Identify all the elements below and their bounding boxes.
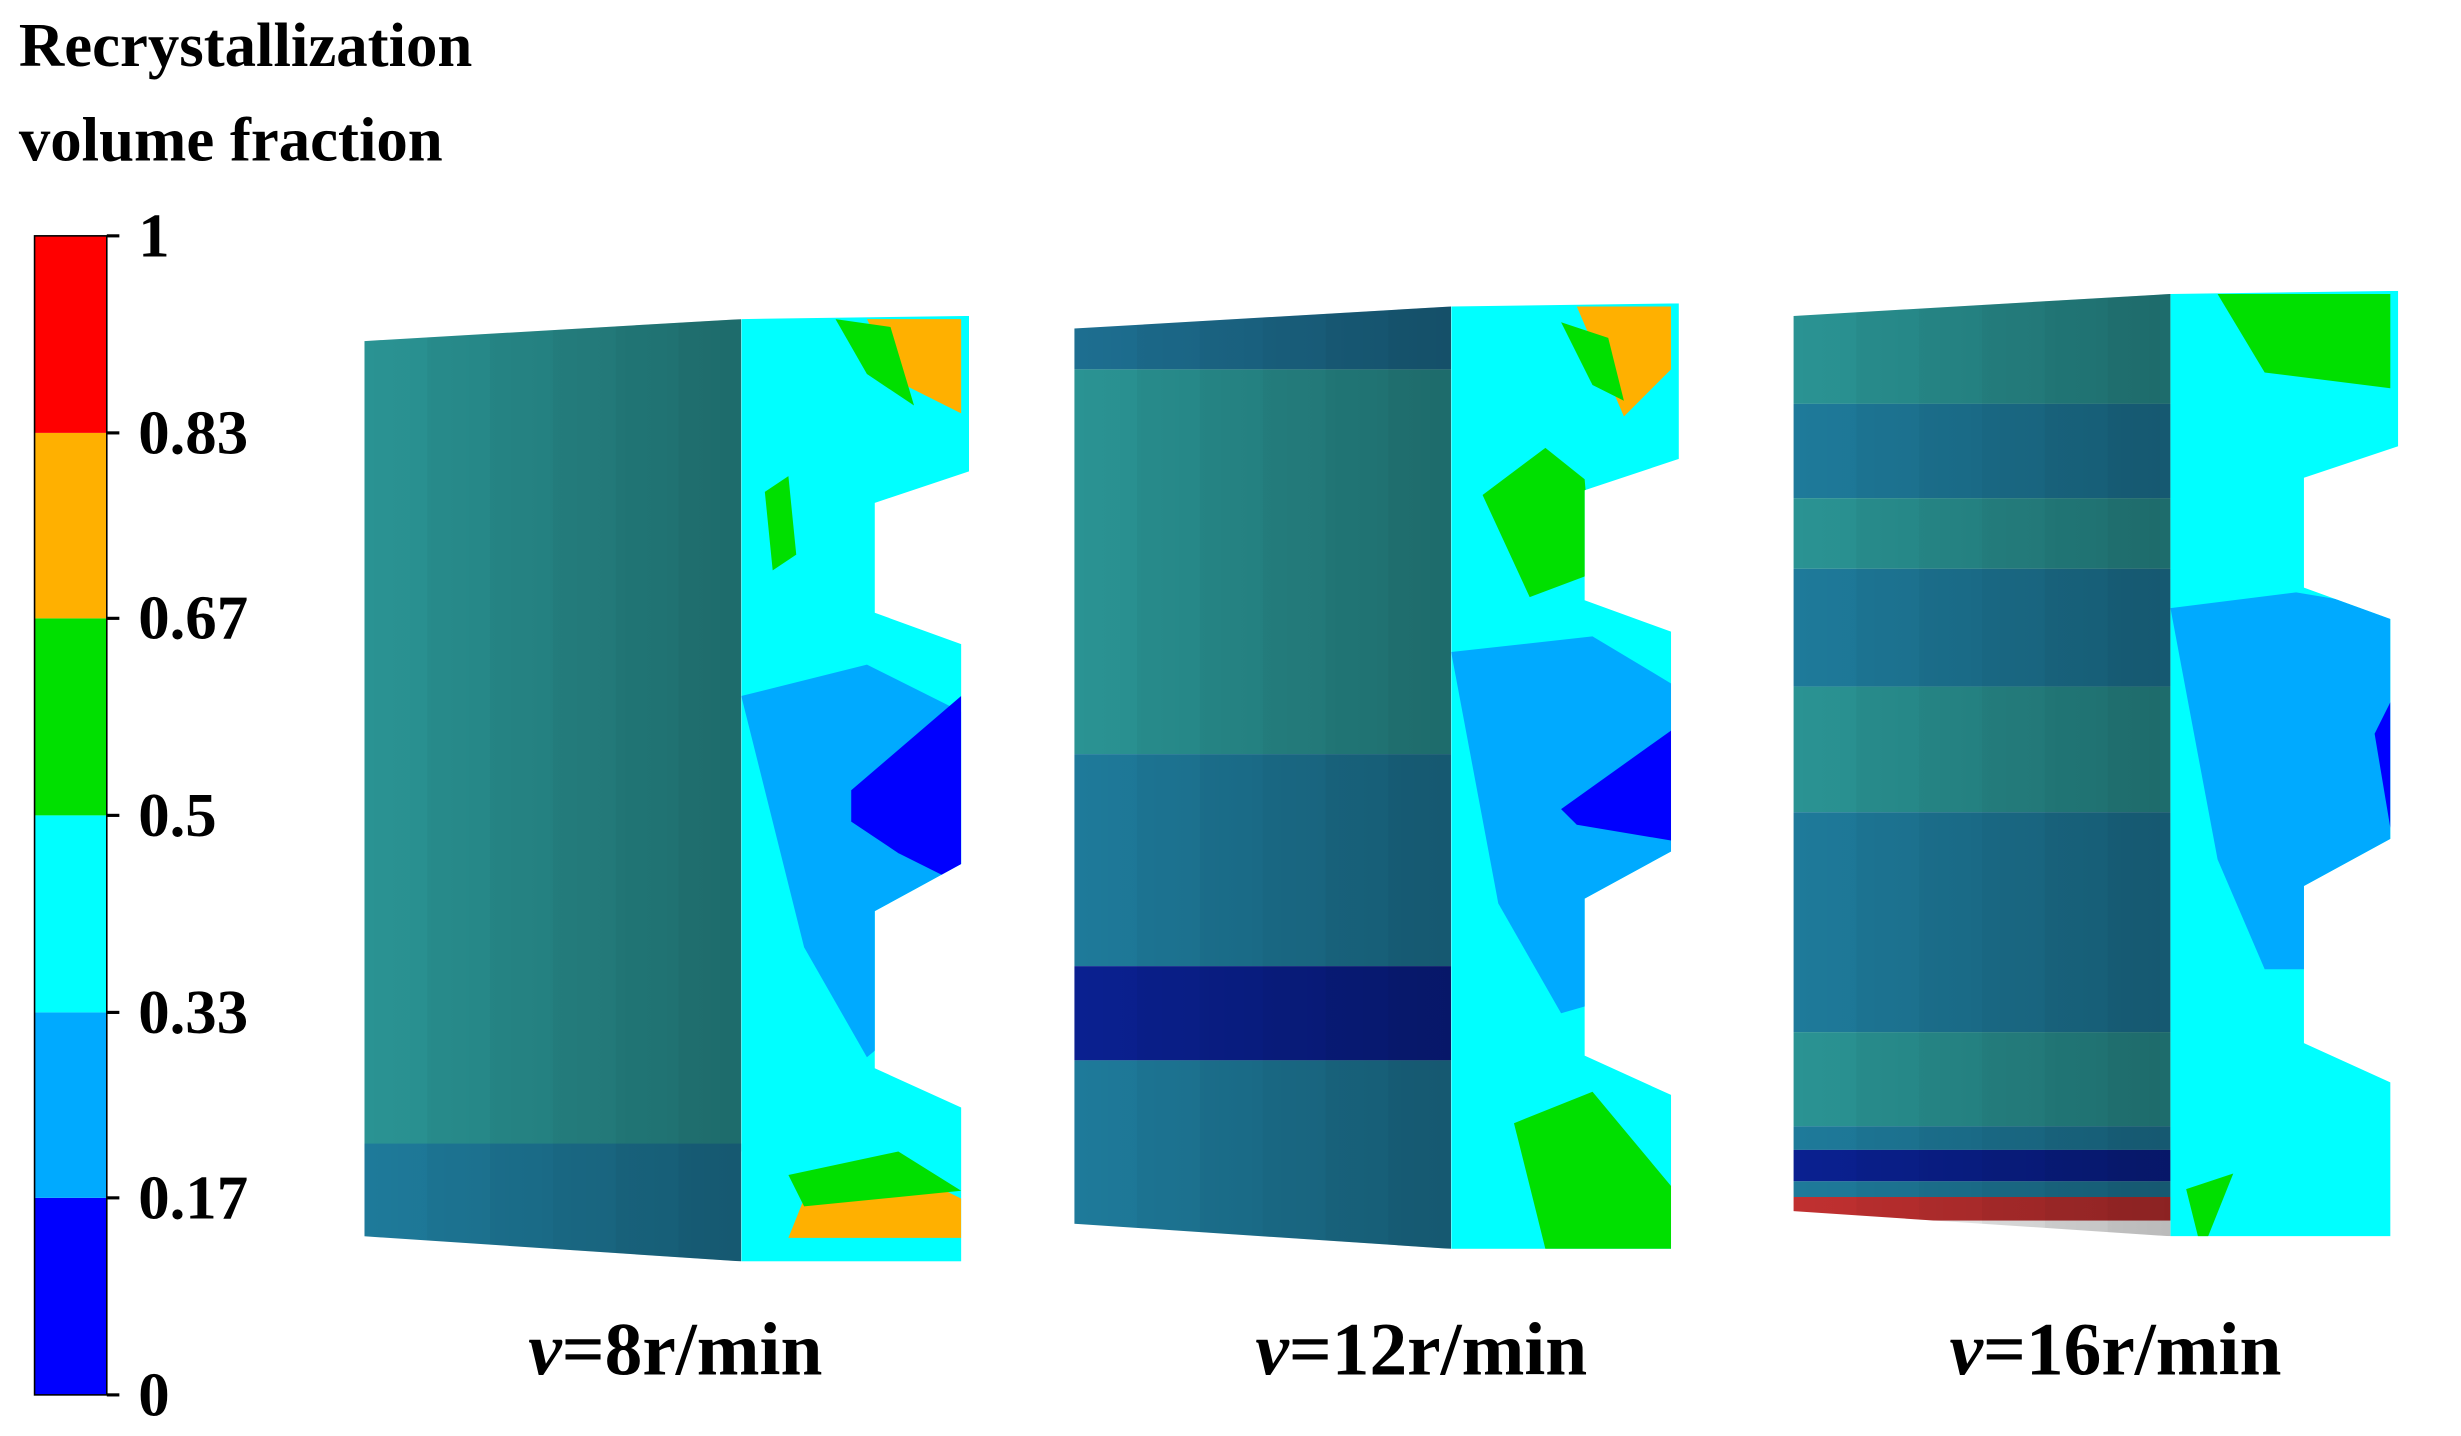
patch bbox=[1561, 322, 1624, 401]
left-face bbox=[1793, 293, 2171, 1237]
colorbar-tick-label: 0.83 bbox=[138, 397, 248, 467]
colorbar-tick-label: 0 bbox=[138, 1359, 169, 1429]
colorbar-tick-label: 0.67 bbox=[138, 583, 248, 653]
left-face bbox=[364, 319, 742, 1262]
patch bbox=[1482, 447, 1593, 598]
patch bbox=[764, 476, 797, 571]
right-face bbox=[2170, 290, 2399, 1237]
panel-label: v=12r/min bbox=[1255, 1308, 1587, 1391]
panel-label: v=16r/min bbox=[1950, 1308, 2282, 1391]
colorbar-segment bbox=[34, 235, 107, 433]
right-face bbox=[1451, 303, 1679, 1249]
panel-text: =16r/min bbox=[1983, 1308, 2281, 1391]
colorbar-segment bbox=[34, 1197, 107, 1395]
left-face bbox=[1074, 306, 1452, 1249]
patch bbox=[788, 1151, 962, 1207]
colorbar-segment bbox=[34, 815, 107, 1013]
panel bbox=[1074, 303, 1679, 1249]
patch bbox=[1576, 306, 1672, 417]
patch bbox=[2186, 1173, 2234, 1237]
colorbar-tick-label: 0.5 bbox=[138, 780, 217, 850]
patch bbox=[1513, 1091, 1672, 1249]
legend-title: volume fraction bbox=[19, 104, 443, 174]
shade bbox=[1074, 306, 1452, 1249]
colorbar-segment bbox=[34, 1012, 107, 1198]
colorbar-tick-label: 0.17 bbox=[138, 1162, 248, 1232]
colorbar-segment bbox=[34, 432, 107, 619]
colorbar-tick-label: 1 bbox=[138, 200, 169, 270]
patch bbox=[1561, 730, 1672, 841]
panel-text: =8r/min bbox=[562, 1308, 823, 1391]
colorbar-tick-label: 0.33 bbox=[138, 977, 248, 1047]
shade bbox=[1793, 293, 2171, 1237]
panel-label: v=8r/min bbox=[528, 1308, 822, 1391]
panel-variable: v bbox=[1950, 1308, 1985, 1391]
right-face bbox=[741, 315, 970, 1262]
panel-text: =12r/min bbox=[1289, 1308, 1587, 1391]
colorbar-segment bbox=[34, 618, 107, 816]
panel bbox=[1793, 290, 2399, 1237]
legend-title: Recrystallization bbox=[19, 10, 473, 80]
panel bbox=[364, 315, 970, 1262]
panel-variable: v bbox=[528, 1308, 563, 1391]
patch bbox=[835, 319, 915, 406]
shade bbox=[364, 319, 742, 1262]
panel-variable: v bbox=[1255, 1308, 1290, 1391]
patch bbox=[2217, 293, 2391, 389]
patch bbox=[851, 696, 962, 885]
patch bbox=[2374, 702, 2391, 828]
